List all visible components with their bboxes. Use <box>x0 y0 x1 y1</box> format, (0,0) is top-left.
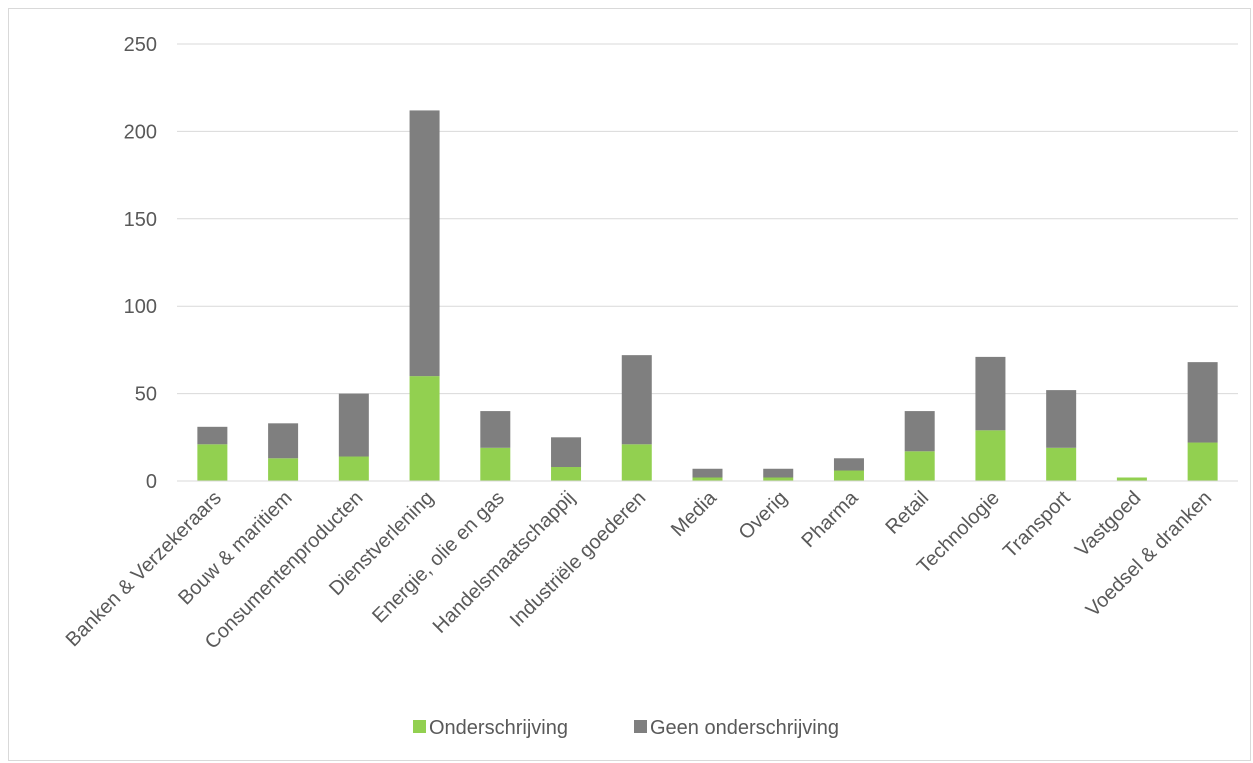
bar-onderschrijving <box>975 430 1006 481</box>
bar-geen-onderschrijving <box>763 468 794 478</box>
gridlines <box>177 43 1238 395</box>
bar-onderschrijving <box>692 477 723 481</box>
y-axis-tick-labels: 0 50 100 150 200 250 <box>124 34 157 493</box>
legend-label: Geen onderschrijving <box>650 717 839 739</box>
bar-geen-onderschrijving <box>551 437 582 468</box>
bar-geen-onderschrijving <box>904 411 935 452</box>
bar-onderschrijving <box>197 444 228 481</box>
x-category-label: Transport <box>999 487 1075 563</box>
x-category-label: Vastgoed <box>1071 487 1145 561</box>
bar-onderschrijving <box>904 451 935 481</box>
y-tick-label: 0 <box>146 471 157 493</box>
y-tick-label: 150 <box>124 209 157 231</box>
bar-onderschrijving <box>409 376 440 481</box>
bar-geen-onderschrijving <box>197 426 228 445</box>
bar-onderschrijving <box>1046 447 1077 481</box>
legend-swatch-onderschrijving <box>413 720 426 733</box>
bar-onderschrijving <box>1116 477 1147 481</box>
x-category-label: Energie, olie en gas <box>368 487 509 628</box>
bar-geen-onderschrijving <box>409 110 440 377</box>
x-category-label: Industriële goederen <box>506 487 651 632</box>
bars <box>197 110 1218 481</box>
y-tick-label: 100 <box>124 296 157 318</box>
bar-onderschrijving <box>338 456 369 481</box>
y-tick-label: 50 <box>135 384 157 406</box>
bar-onderschrijving <box>833 470 864 481</box>
x-category-label: Handelsmaatschappij <box>429 487 580 638</box>
x-category-label: Voedsel & dranken <box>1082 487 1216 621</box>
bar-geen-onderschrijving <box>1046 390 1077 448</box>
bar-geen-onderschrijving <box>338 393 369 457</box>
bar-onderschrijving <box>621 444 652 481</box>
bar-onderschrijving <box>551 467 582 481</box>
legend-label: Onderschrijving <box>429 717 568 739</box>
legend-swatch-geen-onderschrijving <box>634 720 647 733</box>
y-tick-label: 200 <box>124 121 157 143</box>
bar-geen-onderschrijving <box>833 458 864 471</box>
bar-onderschrijving <box>1187 442 1218 481</box>
bar-geen-onderschrijving <box>621 355 652 445</box>
x-category-label: Pharma <box>797 486 863 552</box>
y-tick-label: 250 <box>124 34 157 56</box>
bar-geen-onderschrijving <box>268 423 299 459</box>
bar-geen-onderschrijving <box>692 468 723 478</box>
legend: Onderschrijving Geen onderschrijving <box>413 717 839 739</box>
bar-geen-onderschrijving <box>480 411 511 448</box>
bar-geen-onderschrijving <box>1187 362 1218 443</box>
x-category-label: Retail <box>882 487 934 539</box>
bar-onderschrijving <box>268 458 299 481</box>
x-category-label: Media <box>667 486 722 541</box>
bar-onderschrijving <box>480 447 511 481</box>
bar-onderschrijving <box>763 477 794 481</box>
x-category-label: Overig <box>735 487 792 544</box>
bar-geen-onderschrijving <box>975 356 1006 431</box>
